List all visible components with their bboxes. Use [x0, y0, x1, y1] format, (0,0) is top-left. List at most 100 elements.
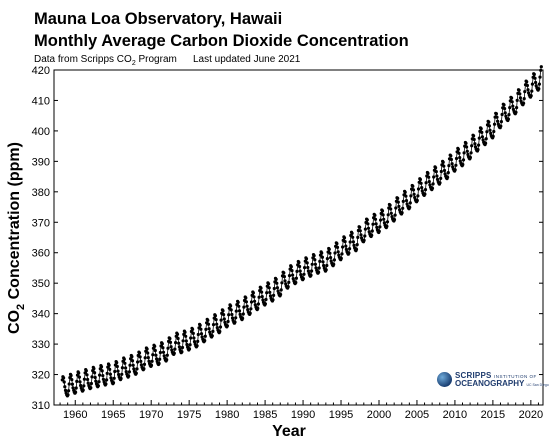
co2-data-point	[488, 128, 492, 132]
co2-data-point	[441, 160, 445, 164]
co2-data-point	[468, 155, 472, 160]
co2-data-point	[302, 272, 306, 276]
y-tick-label: 360	[32, 248, 50, 260]
co2-data-point	[374, 222, 378, 226]
co2-data-point	[166, 346, 170, 350]
co2-data-point	[86, 381, 90, 385]
co2-data-point	[82, 384, 86, 388]
co2-data-point	[333, 251, 337, 255]
co2-data-point	[503, 111, 507, 115]
logo-line2: OCEANOGRAPHY UC San Diego	[455, 379, 549, 388]
co2-data-point	[260, 290, 264, 294]
co2-data-point	[70, 382, 74, 386]
co2-data-point	[327, 247, 331, 251]
y-axis-label-rest: Concentration (ppm)	[6, 142, 23, 304]
x-tick-label: 2000	[367, 409, 391, 421]
co2-data-point	[267, 286, 271, 290]
co2-data-point	[160, 342, 164, 346]
y-tick-label: 310	[32, 400, 50, 412]
co2-data-point	[135, 367, 139, 371]
co2-data-point	[189, 336, 193, 340]
co2-data-point	[185, 342, 189, 347]
co2-data-point	[204, 327, 208, 331]
co2-data-point	[172, 351, 176, 355]
co2-data-point	[325, 257, 329, 261]
co2-data-point	[477, 143, 481, 147]
co2-data-point	[101, 374, 105, 378]
co2-data-point	[434, 166, 438, 170]
co2-data-point	[177, 345, 181, 349]
co2-data-point	[132, 367, 136, 371]
co2-data-point	[139, 359, 143, 363]
co2-data-point	[229, 304, 233, 308]
co2-data-point	[74, 386, 78, 390]
co2-data-point	[81, 388, 85, 392]
co2-data-point	[507, 113, 511, 117]
co2-data-point	[386, 213, 390, 217]
co2-data-point	[456, 147, 460, 151]
co2-data-point	[249, 300, 254, 304]
co2-data-point	[116, 369, 120, 373]
co2-data-point	[427, 175, 431, 179]
co2-data-point	[93, 371, 97, 375]
scripps-globe-icon	[437, 372, 452, 387]
co2-data-point	[487, 124, 491, 128]
co2-data-point	[532, 72, 536, 76]
co2-data-point	[335, 245, 340, 249]
co2-data-point	[143, 356, 147, 360]
co2-data-point	[515, 106, 519, 110]
co2-data-point	[529, 94, 533, 98]
co2-data-point	[354, 247, 359, 251]
co2-data-point	[539, 68, 543, 72]
co2-data-point	[526, 88, 530, 92]
co2-data-point	[500, 112, 504, 117]
co2-data-point	[176, 336, 180, 341]
co2-data-point	[89, 386, 93, 390]
co2-data-point	[145, 347, 149, 351]
co2-data-point	[434, 170, 438, 174]
co2-data-point	[530, 89, 534, 93]
co2-data-point	[476, 148, 480, 152]
co2-data-point	[128, 363, 132, 367]
co2-data-point	[187, 347, 192, 351]
co2-data-point	[537, 87, 541, 91]
co2-data-point	[180, 350, 184, 354]
co2-data-point	[120, 366, 124, 370]
co2-data-point	[415, 198, 419, 203]
co2-data-point	[221, 309, 225, 313]
co2-data-point	[150, 359, 154, 363]
co2-data-point	[499, 124, 503, 128]
co2-data-point	[318, 259, 322, 263]
co2-data-point	[525, 83, 530, 88]
co2-data-point	[99, 365, 104, 369]
co2-data-point	[100, 369, 104, 373]
co2-data-point	[249, 307, 253, 311]
co2-data-point	[328, 251, 332, 255]
co2-data-point	[181, 339, 185, 343]
co2-data-point	[127, 374, 131, 378]
co2-data-point	[213, 314, 217, 318]
co2-data-point	[442, 168, 447, 173]
co2-data-point	[470, 144, 474, 148]
y-tick-label: 380	[32, 187, 50, 199]
co2-data-point	[274, 277, 278, 281]
co2-data-point	[446, 175, 450, 179]
co2-data-point	[203, 334, 207, 338]
co2-data-point	[180, 345, 185, 350]
co2-data-point	[173, 347, 177, 351]
co2-data-point	[93, 375, 97, 380]
co2-data-point	[218, 325, 223, 329]
chart-title-line1: Mauna Loa Observatory, Hawaii	[34, 10, 283, 28]
co2-data-point	[491, 134, 495, 138]
co2-data-point	[335, 242, 339, 246]
co2-data-point	[309, 273, 313, 277]
co2-data-point	[523, 90, 527, 94]
co2-data-point	[351, 235, 355, 239]
co2-data-point	[350, 231, 354, 235]
co2-data-point	[155, 357, 159, 361]
co2-data-point	[416, 194, 420, 198]
co2-data-point	[233, 320, 237, 324]
co2-data-point	[325, 263, 329, 268]
co2-data-point	[355, 243, 359, 247]
co2-data-point	[174, 341, 178, 345]
